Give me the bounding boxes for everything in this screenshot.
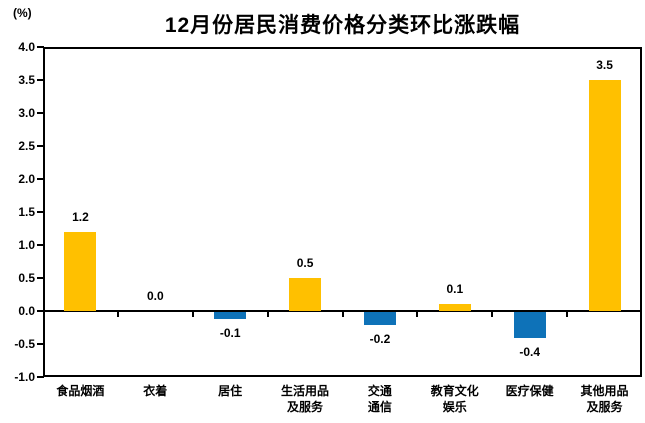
x-axis-tick-mark: [191, 311, 194, 317]
x-axis-category-label: 其他用品 及服务: [580, 384, 629, 414]
x-axis-category-label: 教育文化 娱乐: [430, 384, 479, 414]
y-axis-tick-label: 3.0: [18, 106, 35, 120]
y-axis-tick-label: 1.5: [18, 205, 35, 219]
x-axis-category-label: 居住: [218, 384, 243, 398]
y-axis-tick-label: 1.0: [18, 238, 35, 252]
x-axis-category-label: 衣着: [143, 384, 168, 398]
bar-value-label: -0.2: [369, 332, 391, 347]
bar-positive: [588, 80, 621, 311]
bar-value-label: 0.1: [446, 282, 464, 297]
y-axis-tick-mark: [37, 211, 44, 213]
bar-positive: [289, 278, 322, 311]
x-axis-tick-mark: [116, 311, 119, 317]
x-axis-tick-mark: [416, 311, 419, 317]
y-axis-tick-mark: [37, 244, 44, 246]
bar-value-label: -0.1: [219, 325, 241, 340]
bar-negative: [363, 312, 396, 326]
chart-title: 12月份居民消费价格分类环比涨跌幅: [164, 14, 521, 37]
y-axis-tick-label: 3.5: [18, 73, 35, 87]
y-axis-tick-mark: [37, 79, 44, 81]
y-axis-tick-label: 2.0: [18, 172, 35, 186]
y-axis-tick-mark: [37, 343, 44, 345]
bar-value-label: 0.5: [296, 256, 314, 270]
bar-positive: [64, 231, 97, 311]
y-axis-tick-label: 2.5: [18, 139, 35, 153]
y-axis-tick-mark: [37, 178, 44, 180]
bar-value-label: 3.5: [596, 58, 613, 72]
y-axis-tick-label: -1.0: [14, 370, 35, 384]
y-axis-tick-mark: [37, 376, 44, 378]
bar-value-label: 1.2: [72, 209, 89, 224]
y-axis-tick-label: 0.0: [18, 304, 35, 318]
y-axis-tick-mark: [37, 310, 44, 312]
x-axis-category-label: 交通 通信: [367, 384, 392, 414]
x-axis-tick-mark: [566, 311, 569, 317]
plot-area: [43, 47, 642, 377]
bar-value-label: 0.0: [146, 289, 164, 303]
y-axis-tick-label: -0.5: [14, 337, 35, 351]
x-axis-category-label: 食品烟酒: [56, 384, 105, 398]
y-axis-tick-label: 0.5: [18, 271, 35, 285]
x-axis-tick-mark: [341, 311, 344, 317]
x-axis-tick-mark: [491, 311, 494, 317]
x-axis-category-label: 医疗保健: [505, 384, 554, 398]
y-axis-tick-mark: [37, 145, 44, 147]
x-axis-category-label: 生活用品 及服务: [281, 384, 330, 414]
bar-negative: [513, 312, 546, 339]
y-axis-tick-label: 4.0: [18, 40, 35, 54]
y-axis-tick-mark: [37, 112, 44, 114]
bar-value-label: -0.4: [519, 345, 541, 360]
y-axis-tick-mark: [37, 277, 44, 279]
y-axis-unit-label: (%): [13, 6, 32, 20]
bar-negative: [214, 312, 247, 319]
y-axis-tick-mark: [37, 46, 44, 48]
x-axis-tick-mark: [266, 311, 269, 317]
bar-positive: [438, 304, 471, 311]
